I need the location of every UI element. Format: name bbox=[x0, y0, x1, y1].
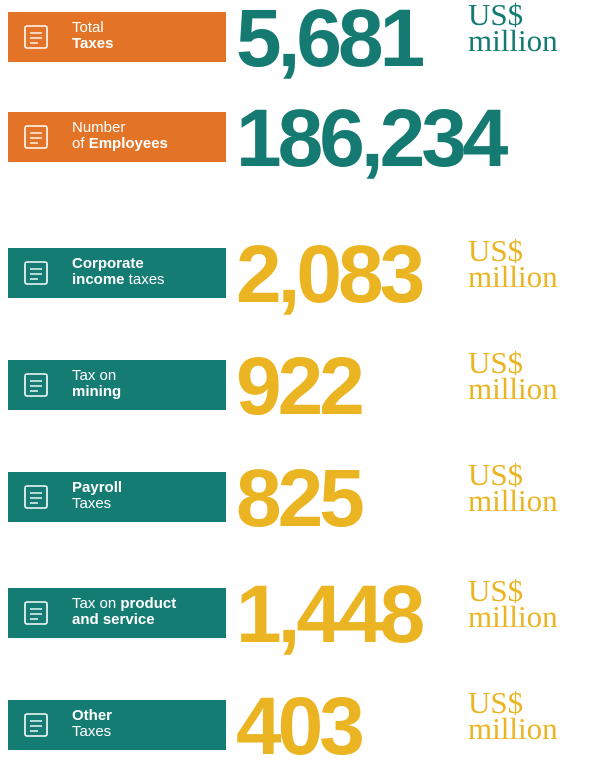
label: Tax on mining bbox=[72, 368, 121, 400]
unit-line: million bbox=[468, 711, 558, 746]
label: Total Taxes bbox=[72, 20, 113, 52]
label-part: Other bbox=[72, 707, 113, 724]
label-part: Taxes bbox=[72, 495, 112, 512]
label-part: Payroll bbox=[72, 479, 123, 496]
label-box: Tax on product and service bbox=[8, 588, 226, 638]
label-part: product bbox=[120, 595, 177, 612]
value: 5,681 bbox=[236, 0, 425, 84]
unit: US$ million bbox=[468, 457, 558, 518]
icon bbox=[24, 601, 48, 625]
label-part: Tax on bbox=[72, 595, 121, 612]
label: Number of Employees bbox=[72, 120, 168, 152]
label-part: of bbox=[72, 135, 89, 152]
unit: US$ million bbox=[468, 233, 558, 294]
label-part: Total bbox=[72, 19, 104, 36]
unit-line: million bbox=[468, 483, 558, 518]
label-part: Taxes bbox=[72, 723, 112, 740]
label-part: Taxes bbox=[72, 35, 114, 52]
label-line: Tax on product bbox=[72, 596, 176, 612]
value: 1,448 bbox=[236, 569, 425, 660]
label-part: taxes bbox=[124, 271, 165, 288]
value: 825 bbox=[236, 453, 365, 544]
unit: US$ million bbox=[468, 685, 558, 746]
label-box: Corporate income taxes bbox=[8, 248, 226, 298]
icon bbox=[24, 485, 48, 509]
label-box: Tax on mining bbox=[8, 360, 226, 410]
icon bbox=[24, 373, 48, 397]
label-box: Other Taxes bbox=[8, 700, 226, 750]
label: Other Taxes bbox=[72, 708, 112, 740]
label-part: income bbox=[72, 271, 125, 288]
unit-line: million bbox=[468, 23, 558, 58]
icon bbox=[24, 713, 48, 737]
label-box: Number of Employees bbox=[8, 112, 226, 162]
unit: US$ million bbox=[468, 573, 558, 634]
value: 186,234 bbox=[236, 93, 508, 184]
label-part: Tax on bbox=[72, 367, 117, 384]
label-line: mining bbox=[72, 384, 121, 400]
label-line: Total bbox=[72, 20, 113, 36]
value: 2,083 bbox=[236, 229, 425, 320]
value: 403 bbox=[236, 681, 365, 772]
unit-line: US$ bbox=[468, 573, 524, 608]
label-line: Tax on bbox=[72, 368, 121, 384]
unit-line: US$ bbox=[468, 685, 524, 720]
unit-line: US$ bbox=[468, 345, 524, 380]
label-line: Other bbox=[72, 708, 112, 724]
icon bbox=[24, 261, 48, 285]
label-line: Taxes bbox=[72, 496, 122, 512]
unit-line: million bbox=[468, 371, 558, 406]
label-line: and service bbox=[72, 612, 176, 628]
unit-line: US$ bbox=[468, 0, 524, 32]
unit-line: million bbox=[468, 599, 558, 634]
label-part: mining bbox=[72, 383, 122, 400]
label: Corporate income taxes bbox=[72, 256, 165, 288]
label-line: Corporate bbox=[72, 256, 165, 272]
unit-line: million bbox=[468, 259, 558, 294]
unit: US$ million bbox=[468, 0, 558, 58]
unit: US$ million bbox=[468, 345, 558, 406]
label-line: Taxes bbox=[72, 36, 113, 52]
label-line: income taxes bbox=[72, 272, 165, 288]
label-line: Payroll bbox=[72, 480, 122, 496]
label-part: Corporate bbox=[72, 255, 144, 272]
unit-line: US$ bbox=[468, 457, 524, 492]
label-part: and service bbox=[72, 611, 155, 628]
unit-line: US$ bbox=[468, 233, 524, 268]
label-part: Employees bbox=[88, 135, 168, 152]
label-line: Taxes bbox=[72, 724, 112, 740]
label-box: Total Taxes bbox=[8, 12, 226, 62]
value: 922 bbox=[236, 341, 365, 432]
icon bbox=[24, 125, 48, 149]
label-line: of Employees bbox=[72, 136, 168, 152]
label: Tax on product and service bbox=[72, 596, 176, 628]
label-box: Payroll Taxes bbox=[8, 472, 226, 522]
label: Payroll Taxes bbox=[72, 480, 122, 512]
label-part: Number bbox=[72, 119, 126, 136]
label-line: Number bbox=[72, 120, 168, 136]
icon bbox=[24, 25, 48, 49]
